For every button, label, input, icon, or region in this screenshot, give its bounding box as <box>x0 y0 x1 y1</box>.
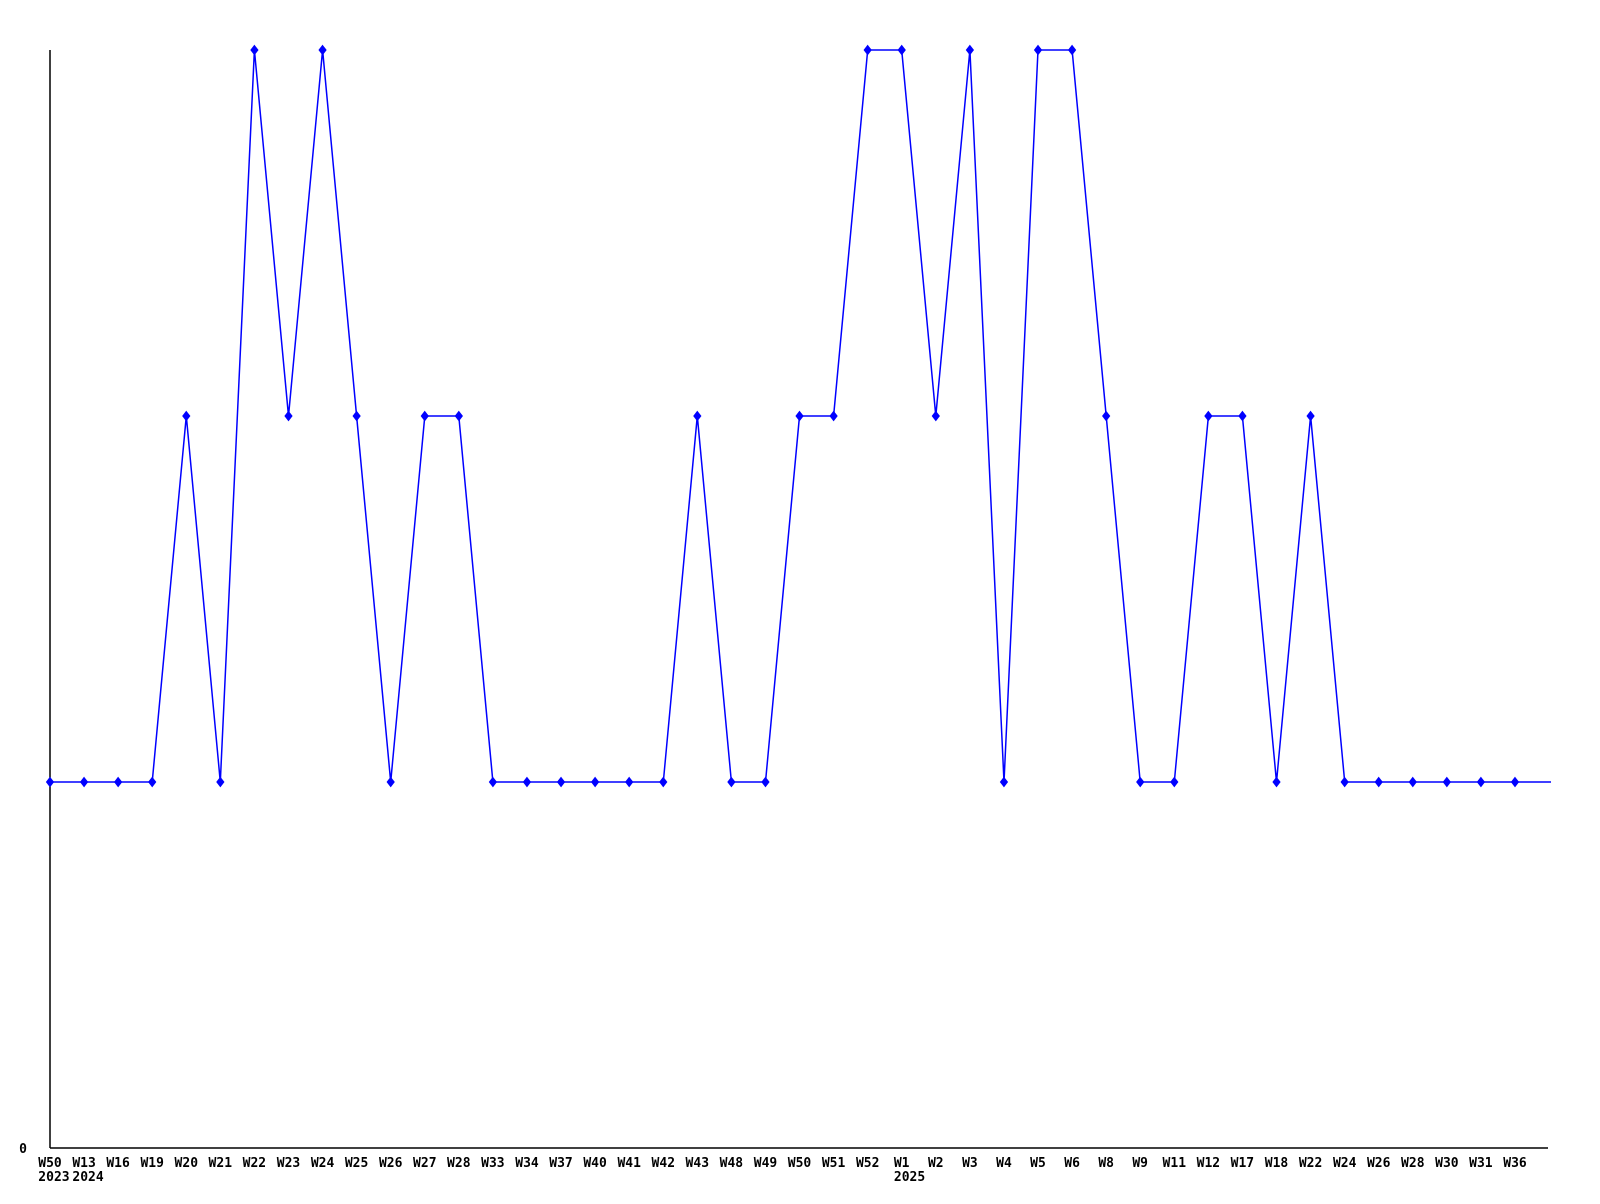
y-tick-label-zero: 0 <box>19 1142 27 1157</box>
data-point-marker <box>1374 776 1383 788</box>
x-tick-label: W23 <box>277 1156 300 1171</box>
data-point-marker <box>182 410 191 422</box>
data-point-marker <box>1476 776 1486 788</box>
x-tick-label: W31 <box>1469 1156 1493 1171</box>
x-tick-label: W16 <box>106 1156 130 1171</box>
data-point-marker <box>727 776 736 788</box>
data-point-marker <box>1442 776 1451 788</box>
x-tick-label: W41 <box>617 1156 641 1171</box>
data-point-marker <box>897 44 906 56</box>
x-tick-label: W24 <box>1333 1156 1357 1171</box>
x-tick-label: W8 <box>1098 1156 1114 1171</box>
x-tick-label: W36 <box>1503 1156 1527 1171</box>
data-point-marker <box>148 776 157 788</box>
data-point-marker <box>590 776 600 788</box>
data-point-marker <box>1408 776 1417 788</box>
data-point-marker <box>1067 44 1077 56</box>
x-tick-label: W12 <box>1197 1156 1220 1171</box>
data-point-marker <box>1340 776 1349 788</box>
x-tick-label: W11 <box>1163 1156 1187 1171</box>
data-point-marker <box>1136 776 1145 788</box>
data-point-marker <box>1204 410 1213 422</box>
x-tick-label: W26 <box>379 1156 403 1171</box>
x-tick-label: W9 <box>1132 1156 1148 1171</box>
x-tick-label: W1 <box>894 1156 910 1171</box>
x-tick-label: W21 <box>209 1156 233 1171</box>
data-point-marker <box>931 410 940 422</box>
data-point-marker <box>386 776 395 788</box>
x-tick-label: W5 <box>1030 1156 1046 1171</box>
x-tick-label: W34 <box>515 1156 539 1171</box>
data-point-marker <box>318 44 327 56</box>
x-tick-label: W22 <box>1299 1156 1322 1171</box>
x-tick-label: W2 <box>928 1156 944 1171</box>
data-point-marker <box>420 410 429 422</box>
x-tick-label: W33 <box>481 1156 504 1171</box>
data-point-marker <box>625 776 634 788</box>
x-tick-label: W25 <box>345 1156 368 1171</box>
data-point-marker <box>284 410 293 422</box>
data-point-marker <box>829 410 838 422</box>
data-point-marker <box>114 776 123 788</box>
x-tick-label: W40 <box>583 1156 607 1171</box>
data-point-marker <box>693 410 702 422</box>
x-tick-label: W18 <box>1265 1156 1289 1171</box>
x-tick-label: W22 <box>243 1156 266 1171</box>
data-point-marker <box>1170 776 1179 788</box>
data-point-marker <box>1272 776 1281 788</box>
x-tick-label: W51 <box>822 1156 846 1171</box>
data-point-marker <box>45 776 55 788</box>
x-tick-label: W19 <box>140 1156 163 1171</box>
x-tick-label: W3 <box>962 1156 978 1171</box>
data-point-marker <box>216 776 225 788</box>
data-point-marker <box>1033 44 1043 56</box>
x-tick-label: W13 <box>72 1156 95 1171</box>
data-point-marker <box>488 776 498 788</box>
data-point-marker <box>1510 776 1520 788</box>
data-point-marker <box>659 776 668 788</box>
x-tick-label: W50 <box>38 1156 62 1171</box>
data-point-marker <box>761 776 770 788</box>
data-point-marker <box>863 44 872 56</box>
x-year-label: 2023 <box>38 1170 69 1185</box>
x-tick-label: W28 <box>1401 1156 1425 1171</box>
data-point-marker <box>999 776 1009 788</box>
x-year-label: 2025 <box>894 1170 925 1185</box>
data-point-marker <box>79 776 89 788</box>
x-tick-label: W26 <box>1367 1156 1391 1171</box>
data-point-marker <box>454 410 463 422</box>
x-tick-label: W17 <box>1231 1156 1254 1171</box>
x-tick-label: W24 <box>311 1156 335 1171</box>
x-tick-label: W49 <box>754 1156 777 1171</box>
x-tick-label: W42 <box>652 1156 675 1171</box>
x-tick-label: W48 <box>720 1156 744 1171</box>
x-tick-label: W30 <box>1435 1156 1459 1171</box>
data-point-marker <box>1306 410 1315 422</box>
data-point-marker <box>522 776 532 788</box>
x-tick-label: W27 <box>413 1156 436 1171</box>
x-year-label: 2024 <box>72 1170 103 1185</box>
x-tick-label: W20 <box>175 1156 199 1171</box>
data-point-marker <box>352 410 361 422</box>
x-tick-label: W6 <box>1064 1156 1080 1171</box>
data-point-marker <box>1102 410 1111 422</box>
data-point-marker <box>556 776 566 788</box>
data-point-marker <box>795 410 804 422</box>
x-tick-label: W37 <box>549 1156 572 1171</box>
data-point-marker <box>965 44 975 56</box>
x-tick-label: W28 <box>447 1156 471 1171</box>
x-tick-label: W4 <box>996 1156 1012 1171</box>
x-tick-label: W52 <box>856 1156 879 1171</box>
data-point-marker <box>250 44 259 56</box>
x-tick-label: W50 <box>788 1156 812 1171</box>
x-tick-label: W43 <box>686 1156 709 1171</box>
data-point-marker <box>1238 410 1247 422</box>
